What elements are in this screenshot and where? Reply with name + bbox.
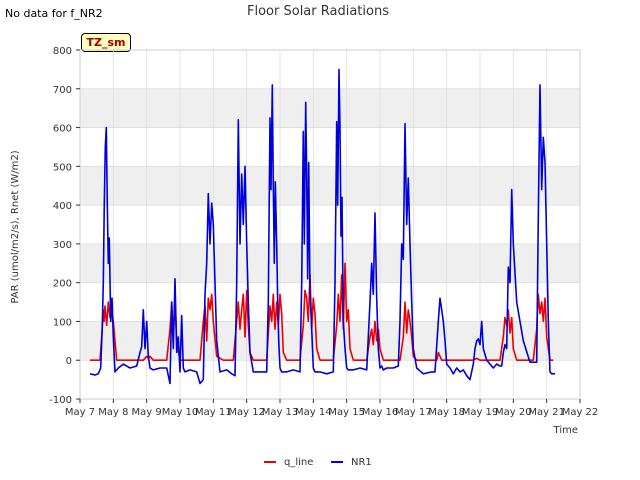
tz-badge: TZ_sm xyxy=(81,33,131,52)
y-tick-label: 600 xyxy=(53,124,72,135)
y-tick-label: 500 xyxy=(53,162,72,173)
plot-bands xyxy=(80,88,580,361)
legend: q_line NR1 xyxy=(264,457,372,468)
y-ticks: -100 0 100 200 300 400 500 600 700 800 xyxy=(49,46,80,406)
plot-band xyxy=(80,88,580,128)
x-tick-label: May 12 xyxy=(228,407,265,418)
x-tick-label: May 15 xyxy=(328,407,365,418)
y-tick-label: 200 xyxy=(53,279,72,290)
x-tick-label: May 21 xyxy=(528,407,565,418)
y-tick-label: 0 xyxy=(66,356,72,367)
x-tick-label: May 10 xyxy=(162,407,199,418)
legend-label-q-line: q_line xyxy=(284,457,313,468)
plot-band xyxy=(80,321,580,361)
x-tick-label: May 13 xyxy=(262,407,299,418)
x-tick-label: May 16 xyxy=(362,407,399,418)
chart-title: Floor Solar Radiations xyxy=(247,4,389,19)
plot-frame xyxy=(79,49,581,400)
plot-band xyxy=(80,243,580,283)
y-tick-label: 400 xyxy=(53,201,72,212)
y-tick-label: 700 xyxy=(53,85,72,96)
y-tick-label: 300 xyxy=(53,240,72,251)
y-tick-label: -100 xyxy=(49,395,72,406)
series-line-nr1 xyxy=(89,68,555,385)
x-tick-label: May 20 xyxy=(495,407,532,418)
x-tick-label: May 22 xyxy=(562,407,599,418)
x-tick-label: May 7 xyxy=(65,407,95,418)
x-tick-label: May 9 xyxy=(132,407,162,418)
x-tick-label: May 11 xyxy=(195,407,232,418)
series-layer xyxy=(89,68,555,385)
legend-label-nr1: NR1 xyxy=(351,457,372,468)
y-tick-label: 100 xyxy=(53,317,72,328)
x-tick-label: May 19 xyxy=(462,407,499,418)
y-tick-label: 800 xyxy=(53,46,72,57)
no-data-note: No data for f_NR2 xyxy=(5,7,103,20)
x-axis-label: Time xyxy=(553,425,578,436)
y-axis-label: PAR (umol/m2/s), Rnet (W/m2) xyxy=(10,150,21,303)
x-tick-label: May 14 xyxy=(295,407,332,418)
x-tick-label: May 17 xyxy=(395,407,432,418)
x-tick-label: May 18 xyxy=(428,407,465,418)
series-line-q-line xyxy=(90,262,554,362)
plot-band xyxy=(80,166,580,206)
x-tick-label: May 8 xyxy=(98,407,128,418)
